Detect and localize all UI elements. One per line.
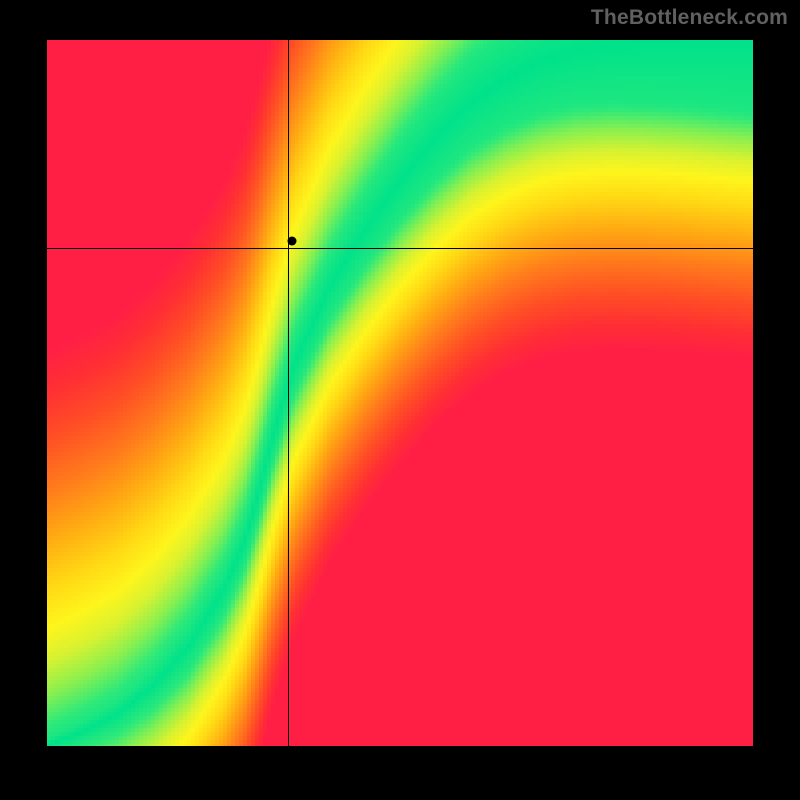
plot-area (47, 40, 753, 746)
data-point-marker (287, 237, 296, 246)
crosshair-vertical (288, 40, 289, 746)
heatmap-canvas (47, 40, 753, 746)
crosshair-horizontal (47, 248, 753, 249)
watermark-text: TheBottleneck.com (591, 6, 788, 30)
chart-frame: TheBottleneck.com (0, 0, 800, 800)
